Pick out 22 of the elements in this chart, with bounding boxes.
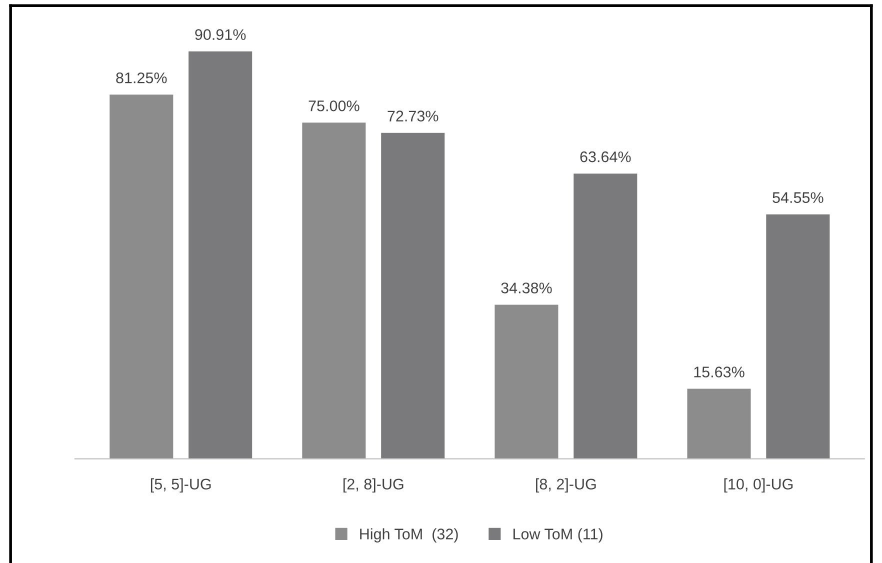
bar	[381, 132, 445, 459]
bar	[494, 304, 558, 459]
data-label: 81.25%	[116, 72, 167, 84]
legend-label: High ToM (32)	[360, 528, 458, 542]
x-tick-label: [2, 8]-UG	[344, 478, 404, 493]
data-label: 75.00%	[308, 100, 360, 112]
bar	[766, 214, 830, 459]
x-tick-label: [10, 0]-UG	[724, 478, 793, 493]
bar	[188, 51, 252, 459]
bar	[574, 174, 638, 459]
x-tick-label: [5, 5]-UG	[150, 478, 211, 493]
x-tick-label: [8, 2]-UG	[536, 478, 596, 493]
bar	[302, 122, 366, 459]
legend-label: Low ToM (11)	[513, 528, 602, 542]
data-label: 90.91%	[195, 29, 246, 40]
data-label: 15.63%	[694, 366, 744, 378]
data-label: 63.64%	[580, 151, 631, 162]
bar	[687, 388, 751, 459]
data-label: 72.73%	[388, 110, 438, 122]
data-label: 34.38%	[501, 282, 552, 294]
bar	[110, 94, 174, 459]
data-label: 54.55%	[772, 192, 824, 203]
